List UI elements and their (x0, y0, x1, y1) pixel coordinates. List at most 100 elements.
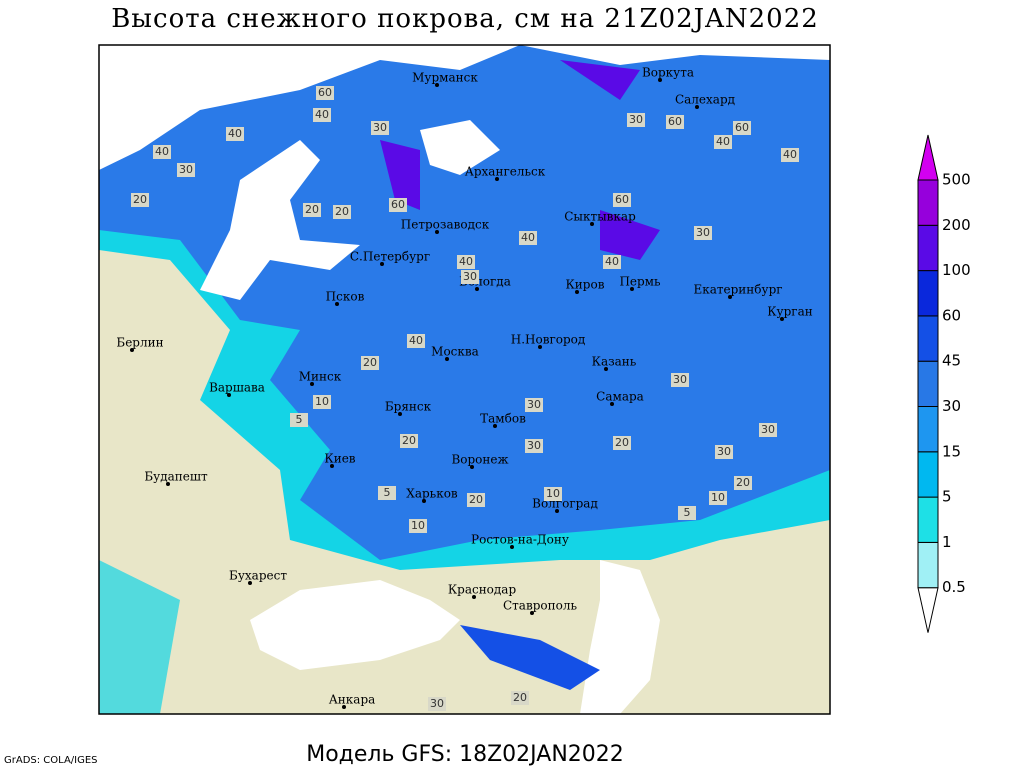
contour-label: 10 (411, 519, 425, 532)
contour-label: 20 (736, 476, 750, 489)
footer: Модель GFS: 18Z02JAN2022 (306, 742, 624, 767)
city-dot (166, 482, 170, 486)
contour-label-bg (709, 491, 727, 505)
colorbar-box (917, 360, 939, 408)
city-dot (422, 499, 426, 503)
colorbar-label: 0.5 (942, 578, 966, 596)
city-dot (475, 287, 479, 291)
colorbar-box (917, 315, 939, 362)
contour-label: 40 (605, 255, 619, 268)
contour-label-bg (511, 691, 529, 705)
city-dot (472, 595, 476, 599)
contour-label-bg (666, 115, 684, 129)
contour-label-bg (525, 398, 543, 412)
city-dot (695, 105, 699, 109)
city-label: Киев (324, 452, 355, 466)
contour-label-bg (715, 445, 733, 459)
contour-label-bg (759, 423, 777, 437)
contour-label: 20 (469, 493, 483, 506)
contour-label-bg (678, 506, 696, 520)
contour-label-bg (333, 205, 351, 219)
city-label: Ставрополь (503, 599, 577, 613)
city-dot (248, 581, 252, 585)
city-label: С.Петербург (350, 250, 430, 264)
contour-label: 30 (463, 270, 477, 283)
city-dot (495, 177, 499, 181)
city-dot (780, 317, 784, 321)
city-label: Будапешт (144, 470, 208, 484)
colorbar-label: 45 (942, 352, 961, 370)
city-label: Минск (299, 370, 342, 384)
colorbar-label: 200 (942, 216, 971, 234)
contour-label-bg (734, 476, 752, 490)
contour-label-bg (457, 255, 475, 269)
city-dot (630, 287, 634, 291)
contour-label-bg (290, 413, 308, 427)
contour-label-bg (409, 519, 427, 533)
contour-label: 40 (459, 255, 473, 268)
city-dot (530, 611, 534, 615)
city-label: Петрозаводск (401, 218, 490, 232)
colorbar-box (917, 270, 939, 317)
contour-label-bg (613, 436, 631, 450)
contour-label: 10 (711, 491, 725, 504)
contour-label-bg (781, 148, 799, 162)
city-dot (575, 290, 579, 294)
city-label: Ростов-на-Дону (471, 533, 569, 547)
contour-label: 20 (335, 205, 349, 218)
colorbar-box (917, 451, 939, 498)
contour-label: 5 (384, 486, 391, 499)
city-label: Казань (592, 355, 637, 369)
city-dot (555, 509, 559, 513)
city-label: Пермь (619, 275, 661, 289)
colorbar-label: 60 (942, 306, 961, 324)
city-label: Волгоград (532, 497, 598, 511)
city-label: Краснодар (448, 583, 517, 597)
city-dot (310, 382, 314, 386)
contour-label: 40 (783, 148, 797, 161)
city-label: Псков (326, 290, 365, 304)
contour-label-bg (461, 270, 479, 284)
city-dot (604, 367, 608, 371)
colorbar-end (917, 587, 939, 633)
city-label: Харьков (406, 487, 458, 501)
contour-label: 20 (363, 356, 377, 369)
city-dot (380, 262, 384, 266)
city-dot (538, 345, 542, 349)
city-label: Мурманск (412, 71, 478, 85)
contour-label: 20 (513, 691, 527, 704)
contour-label: 40 (155, 145, 169, 158)
city-dot (435, 230, 439, 234)
colorbar-label: 100 (942, 261, 971, 279)
contour-label: 40 (315, 108, 329, 121)
colorbar-end (917, 134, 939, 181)
contour-label: 30 (673, 373, 687, 386)
contour-label-bg (177, 163, 195, 177)
city-dot (590, 222, 594, 226)
colorbar-box (917, 179, 939, 226)
contour-label-bg (694, 226, 712, 240)
city-dot (610, 402, 614, 406)
city-label: Самара (596, 390, 644, 404)
colorbar-box (917, 406, 939, 453)
contour-label: 30 (696, 226, 710, 239)
map (99, 45, 830, 714)
alps-snow (99, 560, 180, 714)
city-label: Варшава (209, 381, 265, 395)
city-label: Берлин (116, 336, 163, 350)
contour-label-bg (400, 434, 418, 448)
contour-label: 40 (228, 127, 242, 140)
contour-label: 10 (546, 487, 560, 500)
contour-label: 5 (684, 506, 691, 519)
city-dot (658, 78, 662, 82)
map-frame (98, 44, 831, 715)
colorbar-box (917, 496, 939, 543)
contour-label: 20 (133, 193, 147, 206)
contour-label-bg (153, 145, 171, 159)
contour-label: 30 (179, 163, 193, 176)
contour-label-bg (733, 121, 751, 135)
city-dot (445, 357, 449, 361)
city-label: Салехард (675, 93, 735, 107)
contour-label: 20 (305, 203, 319, 216)
